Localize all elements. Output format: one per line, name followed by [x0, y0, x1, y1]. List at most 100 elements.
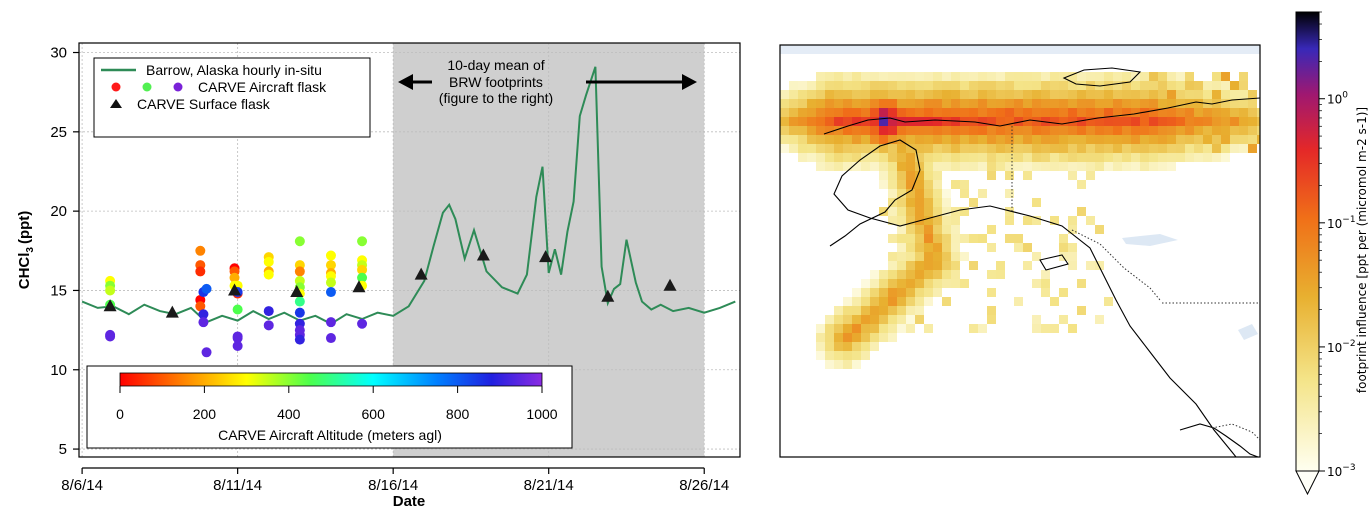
legend: Barrow, Alaska hourly in-situ CARVE Airc… [93, 57, 371, 138]
footprint-cell [780, 117, 789, 126]
footprint-cell [969, 153, 978, 162]
footprint-cell [933, 252, 942, 261]
aircraft-flask-point [229, 272, 240, 283]
footprint-cell [924, 261, 933, 270]
footprint-cell [1068, 81, 1077, 90]
footprint-cell [960, 189, 969, 198]
footprint-cell [1095, 72, 1104, 81]
footprint-cell [825, 81, 834, 90]
footprint-cell [951, 72, 960, 81]
footprint-cell [1059, 135, 1068, 144]
footprint-cell [1023, 126, 1032, 135]
footprint-cell [1239, 90, 1248, 99]
footprint-cell [870, 315, 879, 324]
barrow-insitu-line [81, 66, 736, 325]
footprint-cell [1212, 90, 1221, 99]
footprint-cell [834, 324, 843, 333]
footprint-cell [1131, 135, 1140, 144]
footprint-cell [996, 72, 1005, 81]
footprint-cell [879, 108, 888, 117]
footprint-cell [1131, 117, 1140, 126]
footprint-cell [951, 90, 960, 99]
footprint-cell [933, 243, 942, 252]
footprint-cell [1005, 207, 1014, 216]
footprint-cell [933, 198, 942, 207]
footprint-cell [1041, 324, 1050, 333]
footprint-cell [825, 117, 834, 126]
footprint-cell [798, 99, 807, 108]
footprint-cell [942, 162, 951, 171]
aircraft-flask-point [232, 333, 243, 344]
footprint-cell [933, 135, 942, 144]
annotation-line-1: 10-day mean of [447, 57, 544, 73]
footprint-cell [1032, 90, 1041, 99]
footprint-cell [1077, 306, 1086, 315]
footprint-cell [1176, 153, 1185, 162]
footprint-cell [816, 162, 825, 171]
aircraft-flask-point [294, 307, 305, 318]
footprint-cell [1077, 135, 1086, 144]
footprint-cell [924, 162, 933, 171]
footprint-cell [1248, 99, 1257, 108]
footprint-cell [1149, 153, 1158, 162]
footprint-cell [996, 162, 1005, 171]
legend-surface-label: CARVE Surface flask [137, 96, 271, 112]
footprint-cell [807, 81, 816, 90]
footprint-cell [1176, 144, 1185, 153]
footprint-cell [933, 72, 942, 81]
footprint-cell [1041, 135, 1050, 144]
footprint-cell [1032, 144, 1041, 153]
footprint-cell [1158, 153, 1167, 162]
footprint-cell [1095, 90, 1104, 99]
footprint-cell [1239, 126, 1248, 135]
footprint-cell [897, 324, 906, 333]
footprint-cell [861, 324, 870, 333]
footprint-cell [951, 99, 960, 108]
footprint-cell [906, 234, 915, 243]
footprint-cell [969, 126, 978, 135]
footprint-cell [789, 135, 798, 144]
footprint-cell [897, 270, 906, 279]
footprint-cell [834, 81, 843, 90]
footprint-cell [1158, 126, 1167, 135]
footprint-cell [978, 234, 987, 243]
footprint-cell [1194, 144, 1203, 153]
footprint-cell [915, 180, 924, 189]
footprint-cell [969, 90, 978, 99]
footprint-cell [1068, 252, 1077, 261]
footprint-cell [888, 216, 897, 225]
footprint-cell [987, 72, 996, 81]
footprint-cell [1059, 162, 1068, 171]
footprint-cell [843, 315, 852, 324]
footprint-cell [942, 225, 951, 234]
footprint-cell [1212, 108, 1221, 117]
footprint-cell [942, 234, 951, 243]
footprint-cell [798, 126, 807, 135]
footprint-cell [1158, 108, 1167, 117]
x-tick-label: 8/26/14 [679, 477, 729, 494]
legend-aircraft-red-dot [111, 82, 121, 92]
footprint-cell [1167, 72, 1176, 81]
footprint-cell [888, 126, 897, 135]
aircraft-flask-point [263, 306, 274, 317]
footprint-cell [1230, 99, 1239, 108]
footprint-colorbar: 100 10−1 10−2 10−3 footprint influence [ppt… [1295, 11, 1369, 496]
aircraft-flask-point [105, 331, 116, 342]
footprint-cell [1077, 162, 1086, 171]
footprint-cell [1050, 144, 1059, 153]
altitude-colorbar-label: CARVE Aircraft Altitude (meters agl) [218, 427, 442, 443]
footprint-cell [915, 297, 924, 306]
footprint-cell [888, 297, 897, 306]
footprint-cell [1005, 117, 1014, 126]
footprint-cell [1176, 72, 1185, 81]
x-axis-label: Date [393, 493, 426, 510]
annotation-line-2: BRW footprints [449, 74, 543, 90]
footprint-cell [1050, 99, 1059, 108]
footprint-cell [888, 90, 897, 99]
footprint-cell [897, 144, 906, 153]
footprint-cell [960, 72, 969, 81]
footprint-cell [933, 270, 942, 279]
footprint-cell [1122, 126, 1131, 135]
footprint-cell [969, 108, 978, 117]
footprint-cell [915, 252, 924, 261]
